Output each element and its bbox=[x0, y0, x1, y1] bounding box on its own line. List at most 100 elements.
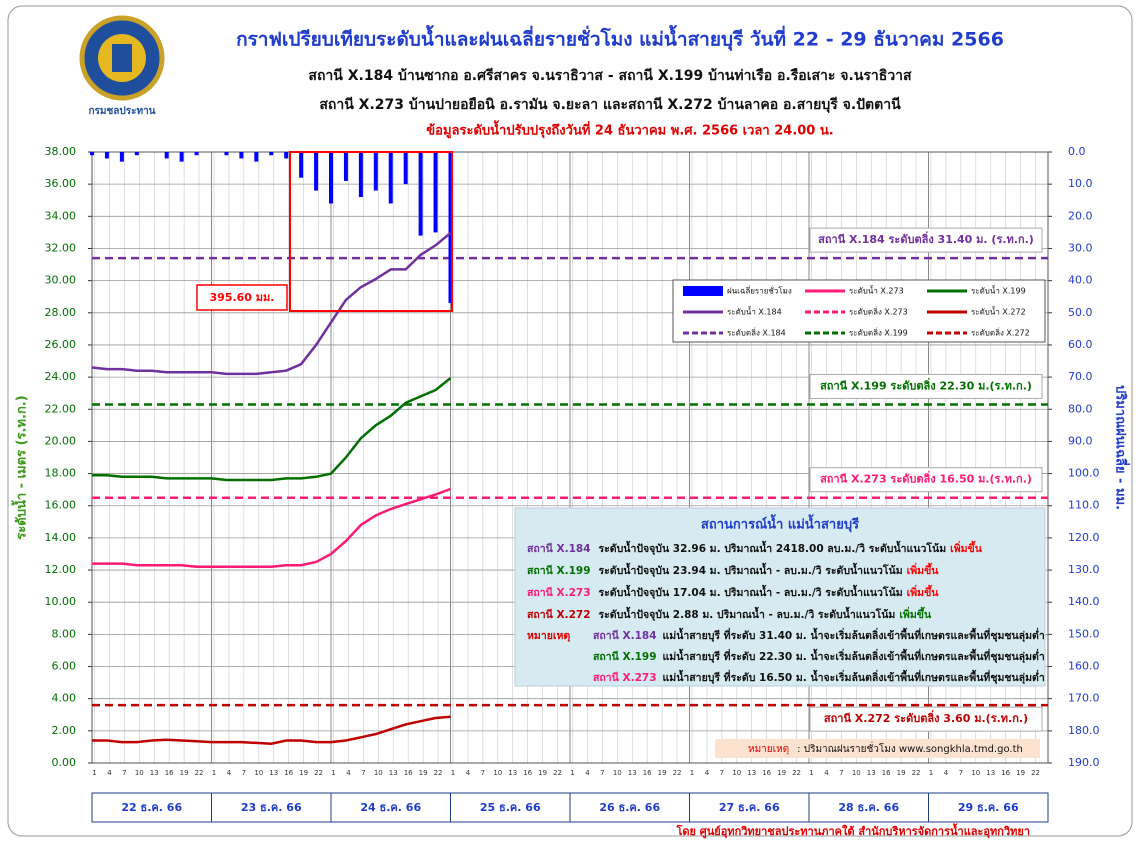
x-tick-label: 13 bbox=[986, 769, 995, 777]
x-tick-label: 1 bbox=[92, 769, 96, 777]
info-text: ระดับน้ำปัจจุบัน 32.96 ม. ปริมาณน้ำ 2418… bbox=[599, 540, 947, 556]
info-station: สถานี X.272 bbox=[527, 608, 591, 621]
x-tick-label: 4 bbox=[466, 769, 471, 777]
x-tick-label: 19 bbox=[897, 769, 906, 777]
info-station: สถานี X.199 bbox=[527, 564, 591, 577]
x-tick-label: 16 bbox=[404, 769, 413, 777]
remark-text: แม่น้ำสายบุรี ที่ระดับ 22.30 ม. น้ำจะเริ… bbox=[663, 648, 1045, 664]
x-tick-label: 7 bbox=[959, 769, 963, 777]
info-row: สถานี X.273 ระดับน้ำปัจจุบัน 17.04 ม. ปริ… bbox=[527, 584, 939, 600]
y2-tick-label: 60.0 bbox=[1068, 338, 1093, 351]
x-tick-label: 1 bbox=[451, 769, 455, 777]
y-tick-label: 16.00 bbox=[45, 499, 77, 512]
x-tick-label: 22 bbox=[1031, 769, 1040, 777]
x-tick-label: 4 bbox=[824, 769, 829, 777]
x-tick-label: 13 bbox=[150, 769, 159, 777]
y-tick-label: 18.00 bbox=[45, 467, 77, 480]
info-row: สถานี X.272 ระดับน้ำปัจจุบัน 2.88 ม. ปริม… bbox=[527, 606, 932, 622]
y-tick-label: 32.00 bbox=[45, 241, 77, 254]
y-tick-label: 36.00 bbox=[45, 177, 77, 190]
rain-bar bbox=[358, 152, 363, 198]
x-tick-label: 10 bbox=[254, 769, 263, 777]
water-level-line bbox=[92, 377, 452, 482]
title: กราฟเปรียบเทียบระดับน้ำและฝนเฉลี่ยรายชั่… bbox=[236, 25, 1004, 52]
day-cell bbox=[211, 792, 332, 823]
x-tick-label: 13 bbox=[269, 769, 278, 777]
update-note: ข้อมูลระดับน้ำปรับปรุงถึงวันที่ 24 ธันวา… bbox=[426, 120, 833, 139]
x-tick-label: 7 bbox=[839, 769, 843, 777]
rain-total-box bbox=[196, 284, 288, 311]
rain-total: 395.60 มม. bbox=[210, 291, 275, 304]
x-tick-label: 7 bbox=[242, 769, 246, 777]
threshold-label-box bbox=[809, 227, 1043, 253]
x-tick-label: 16 bbox=[643, 769, 652, 777]
x-tick-label: 7 bbox=[720, 769, 724, 777]
x-tick-label: 22 bbox=[314, 769, 323, 777]
rain-bar bbox=[90, 152, 94, 156]
rain-bar bbox=[448, 152, 453, 304]
x-tick-label: 19 bbox=[538, 769, 547, 777]
rain-bar bbox=[134, 152, 139, 156]
y2-tick-label: 120.0 bbox=[1068, 531, 1100, 544]
rain-bar bbox=[373, 152, 378, 191]
water-level-line bbox=[92, 715, 451, 745]
threshold-label: สถานี X.184 ระดับตลิ่ง 31.40 ม. (ร.ท.ก.) bbox=[818, 231, 1034, 246]
y-tick-label: 20.00 bbox=[45, 434, 77, 447]
x-tick-label: 16 bbox=[523, 769, 532, 777]
rain-bar bbox=[164, 152, 169, 159]
legend-label: ระดับตลิ่ง X.273 bbox=[849, 306, 908, 317]
x-tick-label: 19 bbox=[180, 769, 189, 777]
y-tick-label: 34.00 bbox=[45, 209, 77, 222]
x-tick-label: 19 bbox=[299, 769, 308, 777]
x-tick-label: 4 bbox=[227, 769, 232, 777]
y2-tick-label: 140.0 bbox=[1068, 595, 1100, 608]
y2-tick-label: 180.0 bbox=[1068, 724, 1100, 737]
threshold-label: สถานี X.272 ระดับตลิ่ง 3.60 ม.(ร.ท.ก.) bbox=[824, 710, 1028, 725]
day-cell bbox=[808, 792, 929, 823]
y2-tick-label: 90.0 bbox=[1068, 434, 1093, 447]
x-tick-label: 22 bbox=[673, 769, 682, 777]
threshold-label: สถานี X.273 ระดับตลิ่ง 16.50 ม.(ร.ท.ก.) bbox=[820, 471, 1032, 486]
legend-label: ระดับตลิ่ง X.272 bbox=[971, 327, 1030, 338]
subtitle: สถานี X.273 บ้านปายอยือนิ อ.รามัน จ.ยะลา… bbox=[319, 97, 901, 113]
y2-axis-label: ปริมาณฝนเฉลี่ย - มม. bbox=[1113, 385, 1131, 510]
rain-note-text: : ปริมาณฝนรายชั่วโมง www.songkhla.tmd.go… bbox=[797, 741, 1023, 755]
rain-bar bbox=[194, 152, 199, 156]
day-label: 22 ธ.ค. 66 bbox=[121, 801, 182, 814]
y-tick-label: 8.00 bbox=[52, 627, 77, 640]
x-tick-label: 19 bbox=[419, 769, 428, 777]
x-tick-label: 19 bbox=[658, 769, 667, 777]
info-station: สถานี X.184 bbox=[527, 542, 591, 555]
day-cell bbox=[689, 792, 810, 823]
y2-tick-label: 0.0 bbox=[1068, 145, 1086, 158]
y-tick-label: 30.00 bbox=[45, 274, 77, 287]
rain-bar bbox=[254, 152, 259, 162]
y-tick-label: 6.00 bbox=[52, 660, 77, 673]
rain-bar bbox=[388, 152, 393, 204]
x-tick-label: 10 bbox=[852, 769, 861, 777]
remark-row: สถานี X.184 แม่น้ำสายบุรี ที่ระดับ 31.40 … bbox=[593, 627, 1045, 643]
x-tick-label: 13 bbox=[389, 769, 398, 777]
day-cell bbox=[569, 792, 690, 823]
rain-bar bbox=[224, 152, 229, 156]
y-tick-label: 26.00 bbox=[45, 338, 77, 351]
subtitle: สถานี X.184 บ้านซากอ อ.ศรีสาคร จ.นราธิวา… bbox=[308, 68, 912, 84]
water-level-line bbox=[91, 232, 452, 376]
y2-tick-label: 190.0 bbox=[1068, 756, 1100, 769]
info-text: ระดับน้ำปัจจุบัน 2.88 ม. ปริมาณน้ำ - ลบ.… bbox=[599, 606, 896, 622]
y2-tick-label: 20.0 bbox=[1068, 209, 1093, 222]
legend-label: ระดับน้ำ X.184 bbox=[727, 306, 782, 317]
info-box bbox=[514, 507, 1046, 687]
rain-bar bbox=[239, 152, 244, 159]
x-tick-label: 4 bbox=[705, 769, 710, 777]
x-tick-label: 16 bbox=[165, 769, 174, 777]
x-tick-label: 22 bbox=[792, 769, 801, 777]
y2-tick-label: 160.0 bbox=[1068, 660, 1100, 673]
x-tick-label: 7 bbox=[361, 769, 365, 777]
legend-label: ฝนเฉลี่ยรายชั่วโมง bbox=[727, 285, 792, 296]
rain-bar bbox=[314, 152, 319, 191]
y-tick-label: 10.00 bbox=[45, 595, 77, 608]
info-text: ระดับน้ำปัจจุบัน 17.04 ม. ปริมาณน้ำ - ลบ… bbox=[599, 584, 903, 600]
y-tick-label: 2.00 bbox=[52, 724, 77, 737]
x-tick-label: 1 bbox=[929, 769, 933, 777]
